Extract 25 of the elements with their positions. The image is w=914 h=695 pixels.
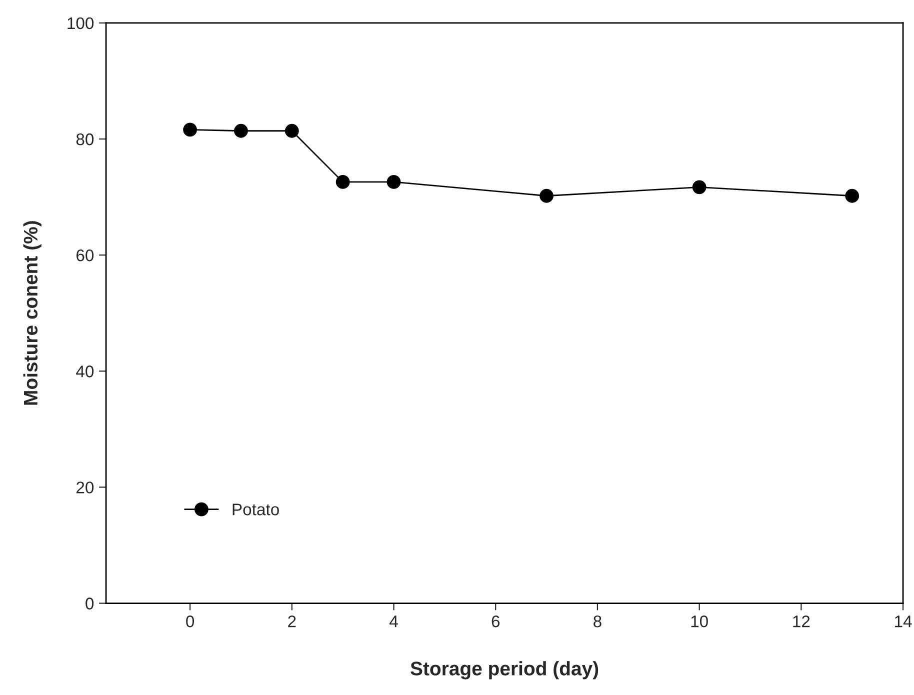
y-tick-label: 100: [68, 17, 94, 30]
point: [540, 188, 554, 203]
x-tick-label: 8: [594, 616, 602, 628]
x-tick-label: 0: [186, 616, 194, 628]
point: [845, 188, 860, 203]
legend-label: Potato: [232, 504, 279, 516]
point: [284, 124, 299, 138]
point: [336, 175, 350, 189]
x-tick-label: 14: [895, 616, 912, 628]
y-tick-label: 80: [76, 133, 94, 146]
x-tick-label: 10: [691, 616, 708, 628]
y-tick-label: 40: [76, 366, 94, 378]
point: [386, 175, 401, 189]
point: [692, 180, 706, 194]
y-tick-label: 60: [76, 249, 94, 262]
x-axis-title: Storage period (day): [410, 661, 598, 680]
point: [183, 122, 197, 137]
y-tick-label: 0: [86, 598, 94, 610]
y-axis-title: Moisture conent (%): [23, 221, 42, 405]
x-tick-label: 12: [793, 616, 810, 628]
point: [234, 124, 248, 138]
y-tick-label: 20: [76, 482, 94, 494]
x-tick-label: 4: [390, 616, 398, 628]
x-tick-label: 6: [492, 616, 500, 628]
x-tick-label: 2: [288, 616, 296, 628]
